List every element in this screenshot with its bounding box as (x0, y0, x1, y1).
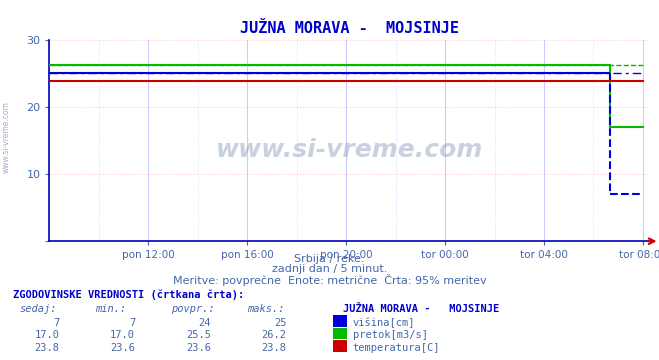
Text: 7: 7 (129, 318, 135, 328)
Text: Meritve: povprečne  Enote: metrične  Črta: 95% meritev: Meritve: povprečne Enote: metrične Črta:… (173, 274, 486, 286)
Text: maks.:: maks.: (247, 304, 285, 314)
Title: JUŽNA MORAVA -  MOJSINJE: JUŽNA MORAVA - MOJSINJE (240, 21, 459, 36)
Text: ZGODOVINSKE VREDNOSTI (črtkana črta):: ZGODOVINSKE VREDNOSTI (črtkana črta): (13, 290, 244, 300)
Text: temperatura[C]: temperatura[C] (353, 343, 440, 353)
Text: 25: 25 (274, 318, 287, 328)
Text: JUŽNA MORAVA -   MOJSINJE: JUŽNA MORAVA - MOJSINJE (343, 304, 499, 314)
Text: 23.6: 23.6 (186, 343, 211, 353)
Text: višina[cm]: višina[cm] (353, 318, 415, 328)
Text: min.:: min.: (96, 304, 127, 314)
Text: povpr.:: povpr.: (171, 304, 215, 314)
Text: 24: 24 (198, 318, 211, 328)
Text: 23.8: 23.8 (34, 343, 59, 353)
Text: pretok[m3/s]: pretok[m3/s] (353, 330, 428, 340)
Text: 7: 7 (53, 318, 59, 328)
Text: www.si-vreme.com: www.si-vreme.com (2, 101, 11, 173)
Text: 25.5: 25.5 (186, 330, 211, 340)
Text: Srbija / reke.: Srbija / reke. (295, 254, 364, 264)
Text: 26.2: 26.2 (262, 330, 287, 340)
Text: www.si-vreme.com: www.si-vreme.com (215, 139, 483, 162)
Text: 17.0: 17.0 (110, 330, 135, 340)
Text: zadnji dan / 5 minut.: zadnji dan / 5 minut. (272, 264, 387, 274)
Text: sedaj:: sedaj: (20, 304, 57, 314)
Text: 17.0: 17.0 (34, 330, 59, 340)
Text: 23.6: 23.6 (110, 343, 135, 353)
Text: 23.8: 23.8 (262, 343, 287, 353)
